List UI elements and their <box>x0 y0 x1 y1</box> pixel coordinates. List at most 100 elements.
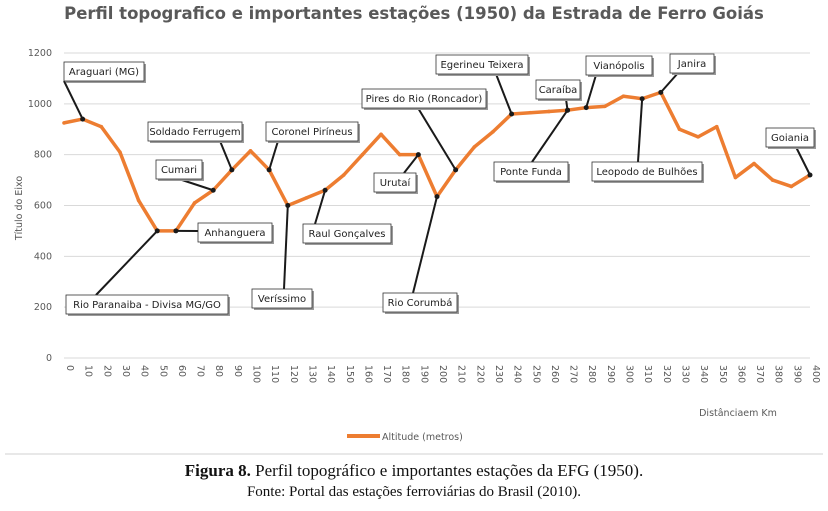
station-marker <box>565 107 571 113</box>
y-tick-label: 0 <box>46 353 52 364</box>
station-leader-line <box>495 73 513 115</box>
y-tick-label: 1000 <box>28 99 52 110</box>
station-label: Raul Gonçalves <box>308 229 385 240</box>
station-marker <box>80 116 86 122</box>
data-point <box>714 124 719 129</box>
station-callout: Ponte Funda <box>493 161 570 183</box>
station-callout-box <box>585 55 653 76</box>
station-leader-line <box>268 140 279 171</box>
y-tick-label: 600 <box>34 201 52 212</box>
x-tick-label: 90 <box>232 365 243 377</box>
data-point <box>99 124 104 129</box>
y-axis-ticks: 0 200 400 600 800 1000 1200 <box>28 48 52 364</box>
caption-figure-text: Perfil topográfico e importantes estaçõe… <box>250 461 644 480</box>
station-label: Egerineu Teixera <box>440 60 523 71</box>
station-callout: Rio Paranaiba - Divisa MG/GO <box>65 294 230 316</box>
x-tick-label: 10 <box>83 365 94 377</box>
x-tick-label: 190 <box>418 365 429 383</box>
data-point <box>248 149 253 153</box>
x-tick-label: 100 <box>251 365 262 383</box>
station-marker <box>210 187 216 193</box>
x-tick-label: 180 <box>400 365 411 383</box>
station-label: Veríssimo <box>258 293 306 305</box>
station-callout-box <box>147 121 243 142</box>
station-callout-box <box>591 161 703 182</box>
station-label: Rio Paranaiba - Divisa MG/GO <box>73 300 221 311</box>
station-callout-box <box>265 121 359 142</box>
station-marker <box>583 105 589 111</box>
x-tick-label: 270 <box>568 365 579 383</box>
x-tick-label: 120 <box>288 365 299 383</box>
station-label: Leopodo de Bulhões <box>596 167 697 178</box>
data-point <box>304 196 309 200</box>
chart-area: 0 200 400 600 800 1000 1200 0 10 20 30 40 50 60 70 80 9… <box>5 48 823 455</box>
station-callout-box <box>197 222 273 243</box>
station-marker <box>434 194 440 200</box>
data-point <box>621 94 626 99</box>
station-leader-line <box>314 189 327 225</box>
x-tick-label: 70 <box>195 365 206 377</box>
x-tick-label: 370 <box>754 365 765 383</box>
x-tick-label: 290 <box>605 365 616 383</box>
x-tick-label: 130 <box>306 365 317 383</box>
station-callout: Cumari <box>155 159 204 181</box>
station-marker <box>807 172 813 178</box>
data-point <box>379 132 383 137</box>
x-tick-label: 390 <box>791 365 802 383</box>
x-tick-label: 240 <box>512 365 523 383</box>
station-label: Ponte Funda <box>500 167 562 178</box>
x-tick-label: 0 <box>64 365 75 371</box>
station-callout-box <box>251 288 313 309</box>
y-tick-label: 400 <box>34 251 52 262</box>
station-label: Anhanguera <box>204 228 265 239</box>
station-marker <box>173 228 179 234</box>
x-tick-label: 300 <box>624 365 635 383</box>
station-marker <box>285 203 291 208</box>
station-marker <box>658 89 664 95</box>
data-point <box>677 127 682 132</box>
figure-caption: Figura 8. Perfil topográfico e important… <box>0 460 828 502</box>
station-leader-line <box>403 154 420 174</box>
station-leader-line <box>219 140 233 171</box>
station-callout-box <box>669 53 715 74</box>
station-marker <box>229 167 235 173</box>
station-callout: Coronel Piríneus <box>265 121 360 143</box>
x-tick-label: 50 <box>157 365 168 377</box>
data-point <box>341 173 346 177</box>
station-label: Janira <box>677 59 706 70</box>
data-point <box>118 150 122 154</box>
x-tick-label: 110 <box>269 365 280 383</box>
station-marker <box>639 96 645 102</box>
x-tick-label: 310 <box>642 365 653 383</box>
station-label: Urutaí <box>380 177 412 189</box>
station-callout: Araguari (MG) <box>63 61 146 83</box>
data-point <box>696 135 700 139</box>
station-callout: Pires do Rio (Roncador) <box>361 88 488 110</box>
caption-source: Fonte: Portal das estações ferroviárias … <box>246 484 582 500</box>
station-callout: Janira <box>669 53 716 75</box>
station-callout: Anhanguera <box>197 222 274 244</box>
station-marker <box>266 167 272 173</box>
station-leader-line <box>412 196 438 294</box>
x-tick-label: 280 <box>586 365 597 383</box>
data-point <box>733 175 738 180</box>
station-callout: Rio Corumbá <box>382 292 459 314</box>
x-tick-label: 320 <box>661 365 672 383</box>
x-tick-label: 40 <box>139 365 150 377</box>
station-callout-box <box>765 127 815 148</box>
station-leader-line <box>417 107 457 171</box>
station-leader-line <box>63 80 84 120</box>
x-tick-label: 210 <box>456 365 467 383</box>
station-callout: Caraíba <box>535 79 582 101</box>
x-tick-label: 250 <box>530 365 541 383</box>
x-tick-label: 60 <box>176 365 187 377</box>
data-point <box>360 152 365 157</box>
station-callout-box <box>302 223 392 244</box>
station-leader-line <box>637 98 644 163</box>
x-tick-label: 200 <box>437 365 448 383</box>
station-leader-line <box>531 109 569 163</box>
station-leaders <box>63 72 813 296</box>
station-leader-line <box>585 74 597 108</box>
station-leader-line <box>283 205 289 290</box>
y-tick-label: 1200 <box>28 48 52 59</box>
